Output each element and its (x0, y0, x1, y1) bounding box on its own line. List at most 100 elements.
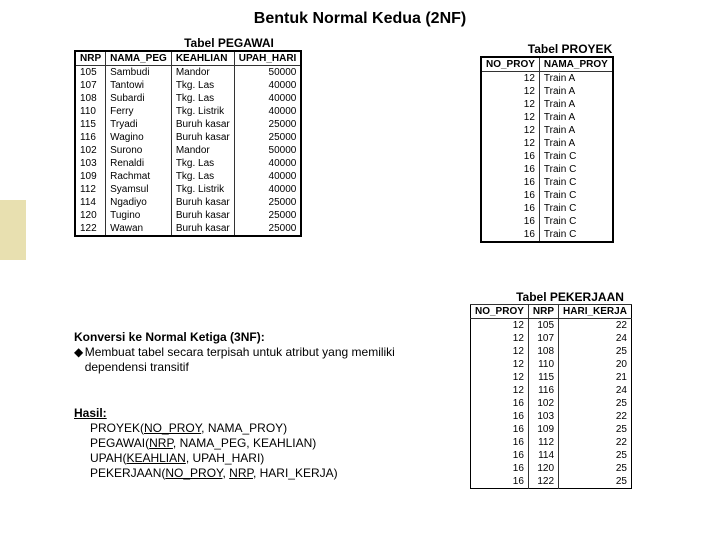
table-row: 16Train C (481, 163, 613, 176)
table-cell: 24 (559, 332, 632, 345)
table-row: 103RenaldiTkg. Las40000 (75, 157, 301, 170)
table-row: 108SubardiTkg. Las40000 (75, 92, 301, 105)
t: PROYEK( (90, 421, 144, 435)
table-cell: Tkg. Las (171, 79, 234, 92)
table-cell: Train A (539, 85, 612, 98)
column-header: NO_PROY (471, 305, 529, 319)
table-cell: Train C (539, 150, 612, 163)
table-cell: 22 (559, 319, 632, 333)
table-cell: 112 (75, 183, 106, 196)
table-cell: 16 (481, 176, 539, 189)
table-cell: Surono (106, 144, 172, 157)
table-cell: Train C (539, 189, 612, 202)
table-cell: 16 (481, 228, 539, 242)
pekerjaan-table: NO_PROYNRPHARI_KERJA 1210522121072412108… (470, 304, 632, 489)
table-cell: Sambudi (106, 66, 172, 80)
table-row: 1610322 (471, 410, 632, 423)
table-cell: 12 (471, 384, 529, 397)
table-cell: 105 (528, 319, 558, 333)
t: NO_PROY (165, 466, 222, 480)
table-cell: Train A (539, 111, 612, 124)
pegawai-caption: Tabel PEGAWAI (74, 36, 384, 50)
table-cell: Train A (539, 124, 612, 137)
table-cell: 40000 (234, 105, 301, 118)
table-row: 1210522 (471, 319, 632, 333)
table-cell: 12 (481, 85, 539, 98)
table-cell: Wawan (106, 222, 172, 236)
table-cell: 16 (481, 163, 539, 176)
table-cell: Tkg. Las (171, 157, 234, 170)
table-cell: Buruh kasar (171, 196, 234, 209)
table-cell: Train C (539, 202, 612, 215)
table-row: 122WawanBuruh kasar25000 (75, 222, 301, 236)
table-cell: Tryadi (106, 118, 172, 131)
table-row: 107TantowiTkg. Las40000 (75, 79, 301, 92)
table-cell: Train C (539, 228, 612, 242)
table-cell: 103 (528, 410, 558, 423)
table-cell: Train C (539, 215, 612, 228)
konversi-bullet: Membuat tabel secara terpisah untuk atri… (85, 345, 404, 375)
table-cell: 25000 (234, 222, 301, 236)
table-cell: 25 (559, 475, 632, 489)
table-cell: 112 (528, 436, 558, 449)
table-cell: 12 (471, 358, 529, 371)
table-cell: 122 (528, 475, 558, 489)
table-row: 16Train C (481, 215, 613, 228)
table-cell: 25 (559, 397, 632, 410)
table-cell: 40000 (234, 79, 301, 92)
table-cell: 12 (481, 137, 539, 150)
table-cell: 25 (559, 423, 632, 436)
table-cell: Train C (539, 163, 612, 176)
table-cell: 40000 (234, 170, 301, 183)
column-header: HARI_KERJA (559, 305, 632, 319)
table-cell: Tkg. Las (171, 170, 234, 183)
table-cell: 116 (528, 384, 558, 397)
table-cell: 103 (75, 157, 106, 170)
table-cell: Mandor (171, 66, 234, 80)
table-cell: 12 (481, 72, 539, 86)
table-row: 16Train C (481, 176, 613, 189)
table-row: 114NgadiyoBuruh kasar25000 (75, 196, 301, 209)
column-header: NO_PROY (481, 57, 539, 72)
table-cell: Buruh kasar (171, 209, 234, 222)
table-cell: 102 (528, 397, 558, 410)
table-cell: 40000 (234, 157, 301, 170)
table-cell: 16 (471, 423, 529, 436)
table-cell: Tkg. Listrik (171, 183, 234, 196)
table-cell: 25000 (234, 131, 301, 144)
table-cell: 120 (528, 462, 558, 475)
t: PEKERJAAN( (90, 466, 165, 480)
table-cell: Train C (539, 176, 612, 189)
table-row: 1611222 (471, 436, 632, 449)
accent-bar (0, 200, 26, 260)
t: NRP (149, 436, 173, 450)
table-row: 110FerryTkg. Listrik40000 (75, 105, 301, 118)
table-cell: 12 (481, 98, 539, 111)
table-cell: 12 (471, 371, 529, 384)
table-row: 12Train A (481, 85, 613, 98)
table-cell: 109 (528, 423, 558, 436)
column-header: NAMA_PROY (539, 57, 612, 72)
table-cell: 116 (75, 131, 106, 144)
table-row: 12Train A (481, 124, 613, 137)
table-cell: 22 (559, 410, 632, 423)
table-cell: 114 (528, 449, 558, 462)
table-cell: 108 (75, 92, 106, 105)
table-cell: Train A (539, 72, 612, 86)
table-row: 120TuginoBuruh kasar25000 (75, 209, 301, 222)
t: KEAHLIAN (126, 451, 185, 465)
table-row: 12Train A (481, 72, 613, 86)
table-cell: 108 (528, 345, 558, 358)
column-header: NRP (75, 51, 106, 66)
table-cell: Ngadiyo (106, 196, 172, 209)
table-row: 16Train C (481, 202, 613, 215)
table-cell: Buruh kasar (171, 222, 234, 236)
column-header: NAMA_PEG (106, 51, 172, 66)
table-cell: Buruh kasar (171, 118, 234, 131)
table-cell: 16 (471, 449, 529, 462)
table-row: 112SyamsulTkg. Listrik40000 (75, 183, 301, 196)
proyek-table: NO_PROYNAMA_PROY 12Train A12Train A12Tra… (480, 56, 614, 243)
hasil-line-3: UPAH(KEAHLIAN, UPAH_HARI) (74, 451, 338, 466)
table-cell: Renaldi (106, 157, 172, 170)
table-row: 12Train A (481, 98, 613, 111)
